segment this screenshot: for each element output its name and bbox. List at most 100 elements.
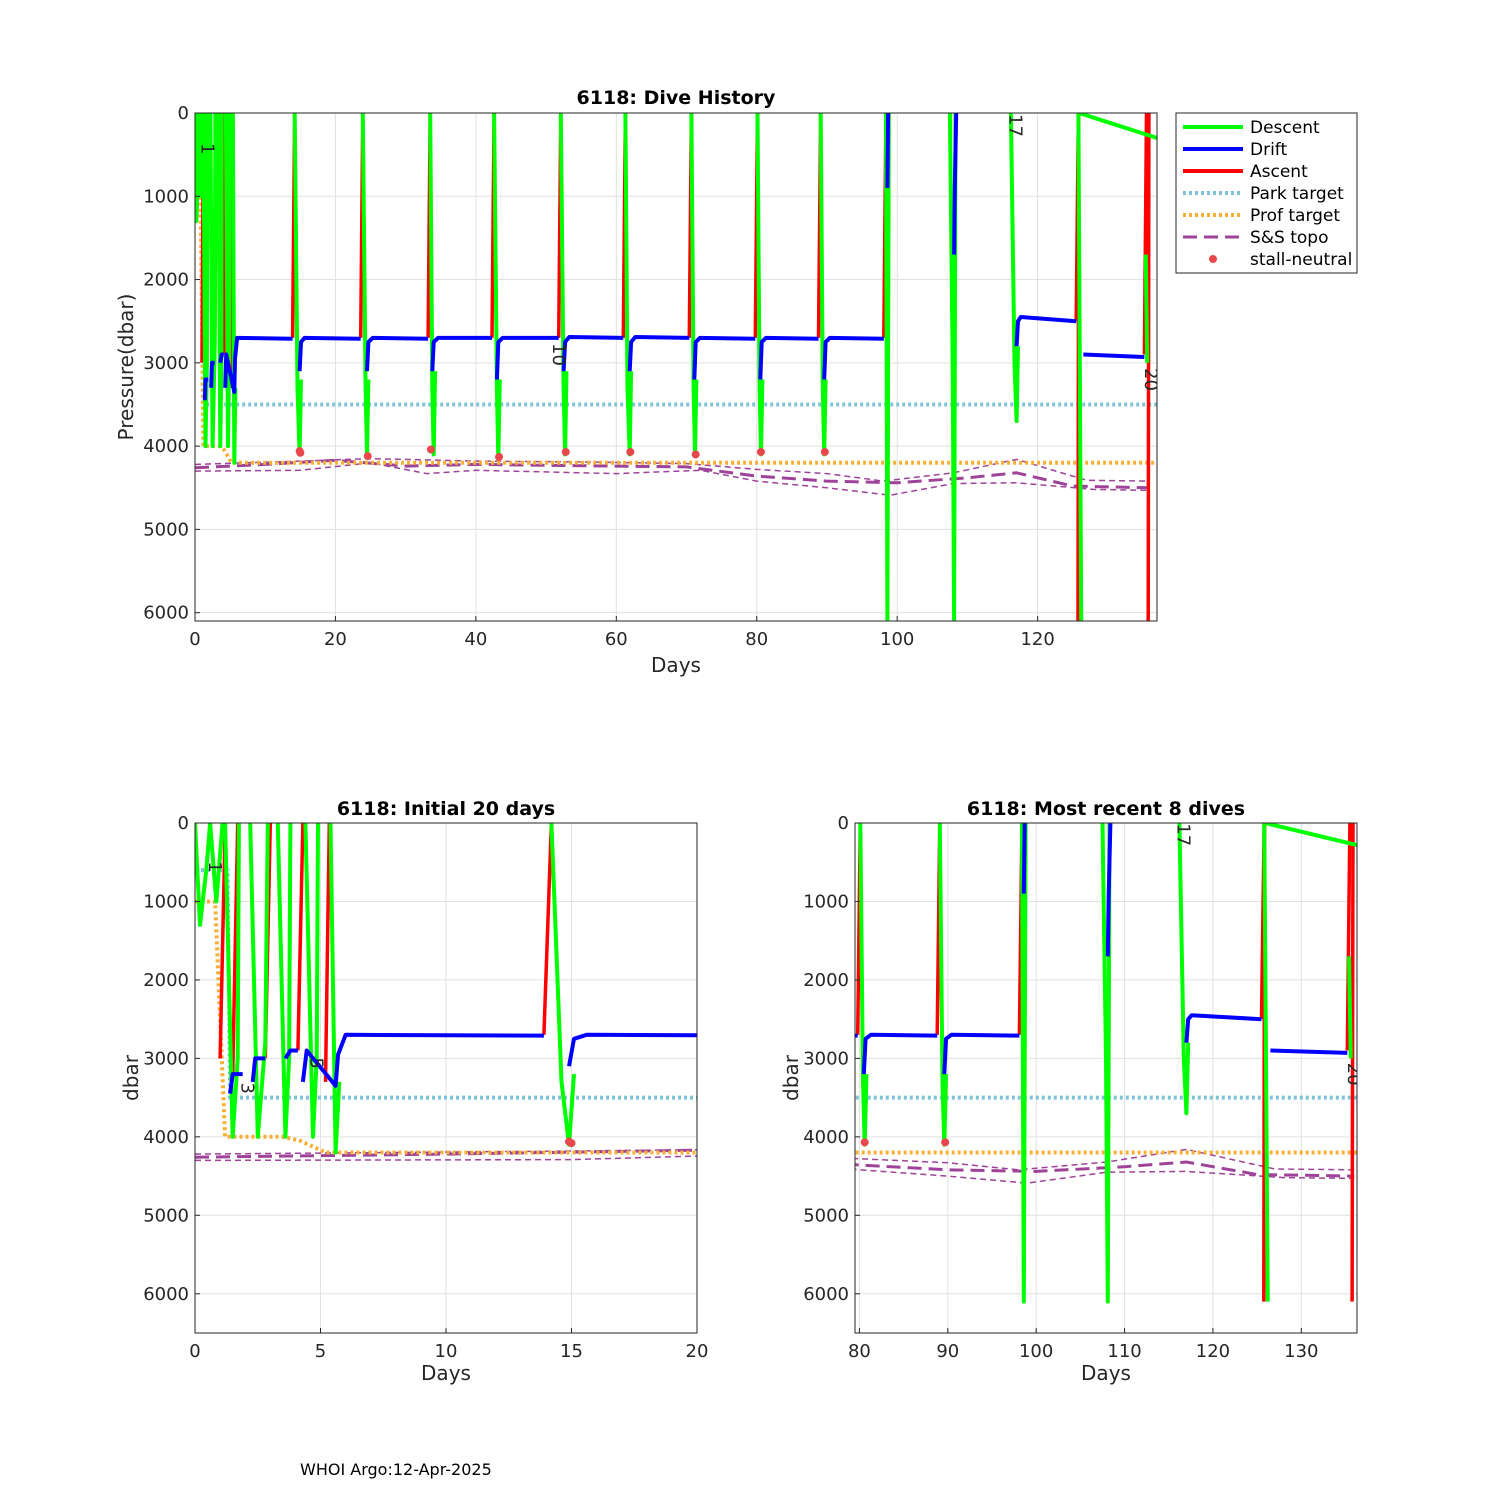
stall-neutral-point	[363, 452, 372, 461]
descent-segment	[549, 823, 576, 1147]
stall-neutral-point	[860, 1138, 869, 1147]
cycle-number-label: 5	[305, 1057, 326, 1068]
descent-segment	[884, 113, 891, 621]
main-xlabel: Days	[651, 653, 701, 677]
x-tick-label: 80	[848, 1341, 871, 1362]
x-tick-label: 60	[605, 629, 628, 650]
descent-segment	[303, 823, 320, 1139]
footer-credit: WHOI Argo:12-Apr-2025	[300, 1460, 492, 1479]
main-plot-frame	[194, 112, 1158, 622]
x-tick-label: 110	[1107, 1341, 1141, 1362]
drift-segment	[1014, 315, 1077, 347]
x-tick-label: 100	[880, 629, 914, 650]
descent-segment	[230, 113, 238, 465]
ascent-segment	[177, 823, 179, 1058]
cycle-number-label: 17	[1005, 114, 1026, 137]
x-tick-label: 20	[686, 1341, 709, 1362]
cycle-number-label: 1	[196, 143, 217, 154]
y-tick-label: 4000	[143, 1127, 189, 1148]
descent-segment	[216, 113, 224, 449]
descent-segment	[1020, 823, 1028, 1304]
drift-segment	[1021, 823, 1027, 894]
main-ticks: 0 20 40 60 80 100 120 0 1000 2000 3000 4000 5000 6000	[143, 103, 1055, 650]
y-tick-label: 1000	[803, 891, 849, 912]
legend-stall-label: stall-neutral	[1250, 250, 1352, 270]
descent-segment	[1264, 823, 1357, 848]
legend-prof-label: Prof target	[1250, 206, 1340, 226]
x-tick-label: 120	[1020, 629, 1054, 650]
descent-segment	[1262, 823, 1270, 1302]
stall-neutral-point	[941, 1138, 950, 1147]
legend: Descent Drift Ascent Park target Prof ta…	[1175, 112, 1358, 274]
x-tick-label: 80	[745, 629, 768, 650]
drift-segment	[1270, 1048, 1348, 1055]
y-tick-label: 5000	[803, 1205, 849, 1226]
x-tick-label: 15	[560, 1341, 583, 1362]
drift-segment	[430, 335, 492, 372]
drift-segment	[165, 1074, 169, 1094]
legend-stall-swatch	[1209, 255, 1217, 263]
drift-segment	[952, 113, 959, 255]
recent-xlabel: Days	[1081, 1361, 1131, 1385]
descent-segment	[195, 823, 213, 927]
drift-segment	[494, 335, 559, 380]
legend-park-label: Park target	[1250, 184, 1344, 204]
drift-segment	[942, 1032, 1020, 1075]
y-tick-label: 1000	[143, 891, 189, 912]
descent-segment	[1078, 113, 1157, 140]
stall-neutral-point	[564, 1137, 573, 1146]
topo-lower-line	[855, 1168, 1355, 1184]
descent-segment	[623, 113, 634, 457]
park-target-line	[195, 161, 1157, 407]
descent-segment	[201, 113, 210, 449]
y-tick-label: 0	[178, 813, 189, 834]
drift-segment	[627, 335, 690, 372]
stall-neutral-point	[426, 445, 435, 454]
drift-segment	[202, 377, 209, 401]
drift-segment	[250, 1056, 266, 1083]
initial-series: 1 3 5	[195, 823, 795, 1162]
drift-segment	[1184, 1013, 1262, 1043]
drift-segment	[1105, 823, 1113, 957]
descent-segment	[1076, 113, 1084, 621]
stall-neutral-point	[561, 447, 570, 456]
topo-line	[855, 1160, 1355, 1178]
main-series: 1 10 17 20	[195, 113, 1157, 621]
descent-segment	[755, 113, 765, 457]
stall-neutral-point	[626, 447, 635, 456]
ascent-segment	[542, 823, 554, 1035]
y-tick-label: 0	[178, 103, 189, 124]
descent-segment	[1100, 823, 1112, 1304]
x-tick-label: 0	[189, 1341, 200, 1362]
stall-neutral-point	[295, 447, 304, 456]
initial-data: 1 3 5	[195, 823, 795, 1162]
y-tick-label: 4000	[803, 1127, 849, 1148]
y-tick-label: 1000	[143, 186, 189, 207]
y-tick-label: 6000	[803, 1284, 849, 1305]
descent-segment	[428, 113, 438, 457]
x-tick-label: 5	[315, 1341, 326, 1362]
stall-neutral-point	[756, 447, 765, 456]
descent-segment	[492, 113, 502, 461]
descent-segment	[689, 113, 699, 457]
ascent-segment	[1345, 823, 1352, 1051]
x-tick-label: 120	[1196, 1341, 1230, 1362]
descent-segment	[1177, 823, 1191, 1116]
legend-ascent-label: Ascent	[1250, 162, 1308, 182]
ascent-segment	[323, 823, 332, 1082]
descent-segment	[328, 823, 342, 1155]
descent-segment	[1143, 254, 1150, 363]
initial-title: 6118: Initial 20 days	[337, 798, 555, 820]
y-tick-label: 3000	[803, 1048, 849, 1069]
drift-segment	[209, 360, 215, 388]
x-tick-label: 130	[1284, 1341, 1318, 1362]
main-plot-area	[195, 113, 1157, 621]
drift-segment	[758, 335, 819, 380]
descent-segment	[292, 113, 303, 457]
drift-segment	[223, 335, 293, 394]
ascent-segment	[787, 823, 795, 1035]
